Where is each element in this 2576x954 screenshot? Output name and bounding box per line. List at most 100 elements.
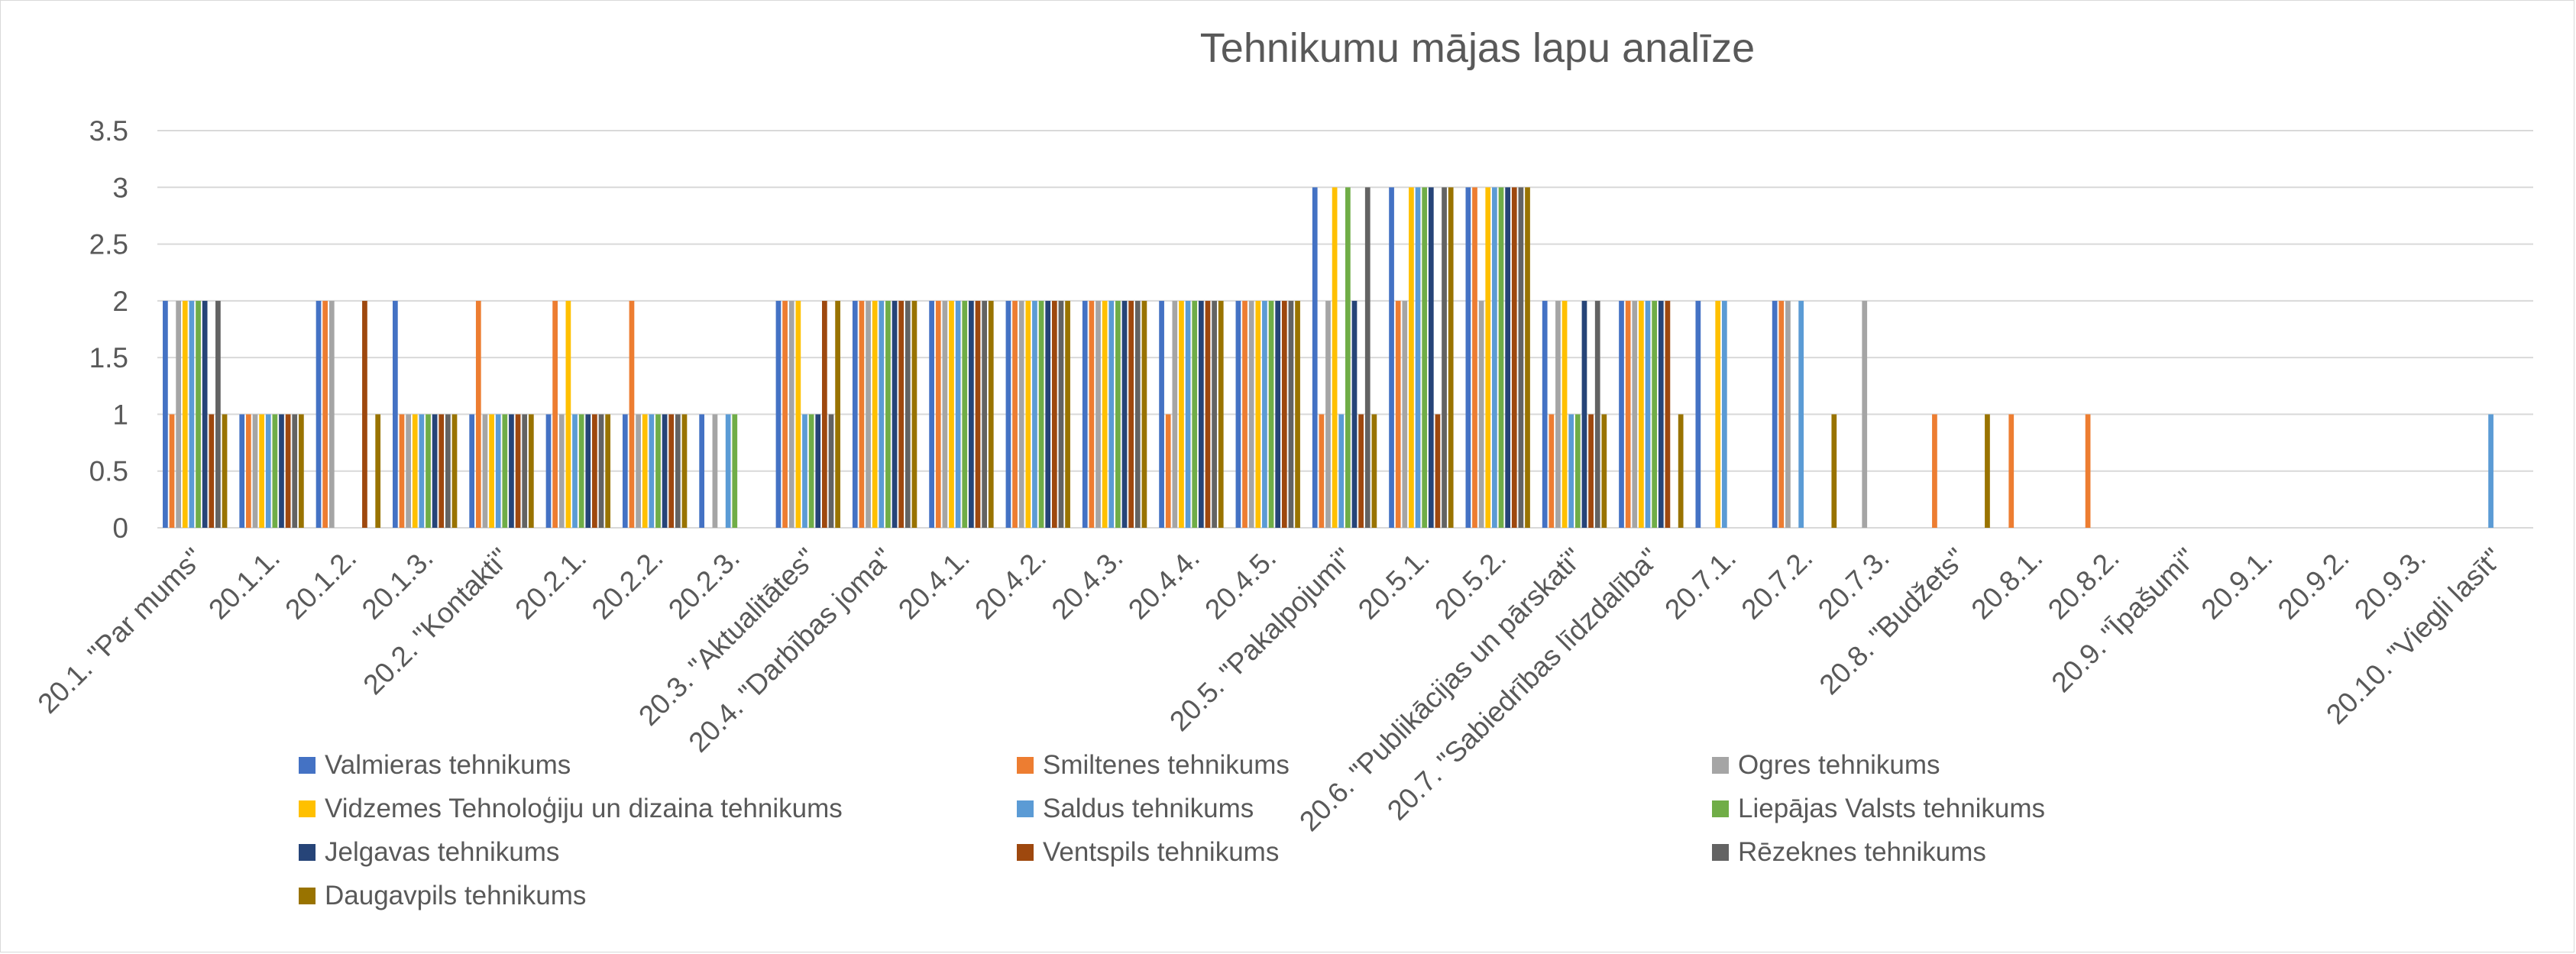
legend-swatch: [299, 800, 316, 817]
bar: [859, 300, 865, 528]
bar: [1561, 300, 1568, 528]
bar: [528, 414, 534, 528]
bar: [489, 414, 494, 528]
bar: [1619, 300, 1624, 528]
bar: [605, 414, 611, 528]
x-tick-label: 20.9.2.: [2272, 542, 2355, 626]
bar: [1364, 187, 1371, 529]
bar: [788, 300, 794, 528]
y-tick-label: 3: [112, 172, 128, 203]
bar: [522, 414, 528, 528]
bar: [1395, 300, 1401, 528]
bar: [399, 414, 405, 528]
bar: [1492, 187, 1497, 529]
legend-swatch: [1017, 757, 1034, 774]
bar: [681, 414, 688, 528]
bar: [1778, 300, 1785, 528]
bar: [475, 300, 481, 528]
bar: [1025, 300, 1031, 528]
bar: [835, 300, 840, 528]
bar: [196, 300, 201, 528]
bar: [545, 414, 552, 528]
legend-swatch: [1017, 844, 1034, 861]
bar: [642, 414, 648, 528]
bar: [598, 414, 604, 528]
bar: [725, 414, 731, 528]
bar: [1415, 187, 1421, 529]
bar: [509, 414, 514, 528]
bar: [1472, 187, 1477, 529]
bar: [565, 300, 571, 528]
bar: [775, 300, 782, 528]
bar: [1262, 300, 1267, 528]
bar: [163, 300, 168, 528]
bar: [1568, 414, 1574, 528]
legend-swatch: [299, 888, 316, 904]
bar: [1498, 187, 1504, 529]
bar: [406, 414, 411, 528]
bar: [392, 300, 398, 528]
bar: [1581, 300, 1587, 528]
bar: [622, 414, 628, 528]
bar: [1409, 187, 1414, 529]
bar: [872, 300, 878, 528]
bar: [1325, 300, 1331, 528]
bar: [898, 300, 905, 528]
bar: [578, 414, 584, 528]
bar: [1032, 300, 1037, 528]
bar: [885, 300, 891, 528]
bar: [1465, 187, 1471, 529]
bar: [828, 414, 834, 528]
bar: [1478, 300, 1484, 528]
bar: [1601, 414, 1607, 528]
x-tick-label: 20.6. "Publikācijas un pārskati": [1293, 542, 1588, 837]
legend-swatch: [1017, 800, 1034, 817]
bar: [821, 300, 827, 528]
legend-label: Vidzemes Tehnoloģiju un dizaina tehnikum…: [325, 794, 843, 823]
bar: [169, 414, 175, 528]
bar: [1932, 414, 1937, 528]
legend-swatch: [299, 757, 316, 774]
bar: [892, 300, 898, 528]
bar: [911, 300, 917, 528]
bar: [292, 414, 298, 528]
y-axis-ticks: 0 0.5 1 1.5 2 2.5 3 3.5: [89, 115, 128, 544]
bar: [375, 414, 381, 528]
bar: [1678, 414, 1684, 528]
bar: [1798, 300, 1804, 528]
bar: [176, 300, 182, 528]
x-tick-label: 20.8.1.: [1966, 542, 2049, 626]
legend: Valmieras tehnikums Smiltenes tehnikums Og…: [299, 750, 2045, 910]
x-tick-label: 20.4.3.: [1046, 542, 1129, 626]
bar: [2488, 414, 2493, 528]
bar: [1121, 300, 1128, 528]
bar: [905, 300, 911, 528]
bar: [1159, 300, 1164, 528]
bar: [1288, 300, 1294, 528]
bar: [955, 300, 961, 528]
legend-label: Rēzeknes tehnikums: [1738, 837, 1986, 867]
bar: [675, 414, 681, 528]
bar: [1371, 414, 1377, 528]
bar: [636, 414, 641, 528]
bar: [182, 300, 188, 528]
bar: [1248, 300, 1254, 528]
bar: [222, 414, 228, 528]
bar: [1108, 300, 1115, 528]
bar: [298, 414, 304, 528]
bar: [1128, 300, 1134, 528]
bar: [482, 414, 488, 528]
y-tick-label: 0.5: [89, 456, 128, 487]
bar: [1141, 300, 1147, 528]
bar: [272, 414, 278, 528]
bar: [1985, 414, 1990, 528]
bar: [316, 300, 322, 528]
bar: [942, 300, 948, 528]
bar: [1525, 187, 1530, 529]
bar: [1831, 414, 1837, 528]
bar: [1018, 300, 1024, 528]
x-tick-label: 20.1.1.: [202, 542, 286, 626]
bar: [1862, 300, 1868, 528]
